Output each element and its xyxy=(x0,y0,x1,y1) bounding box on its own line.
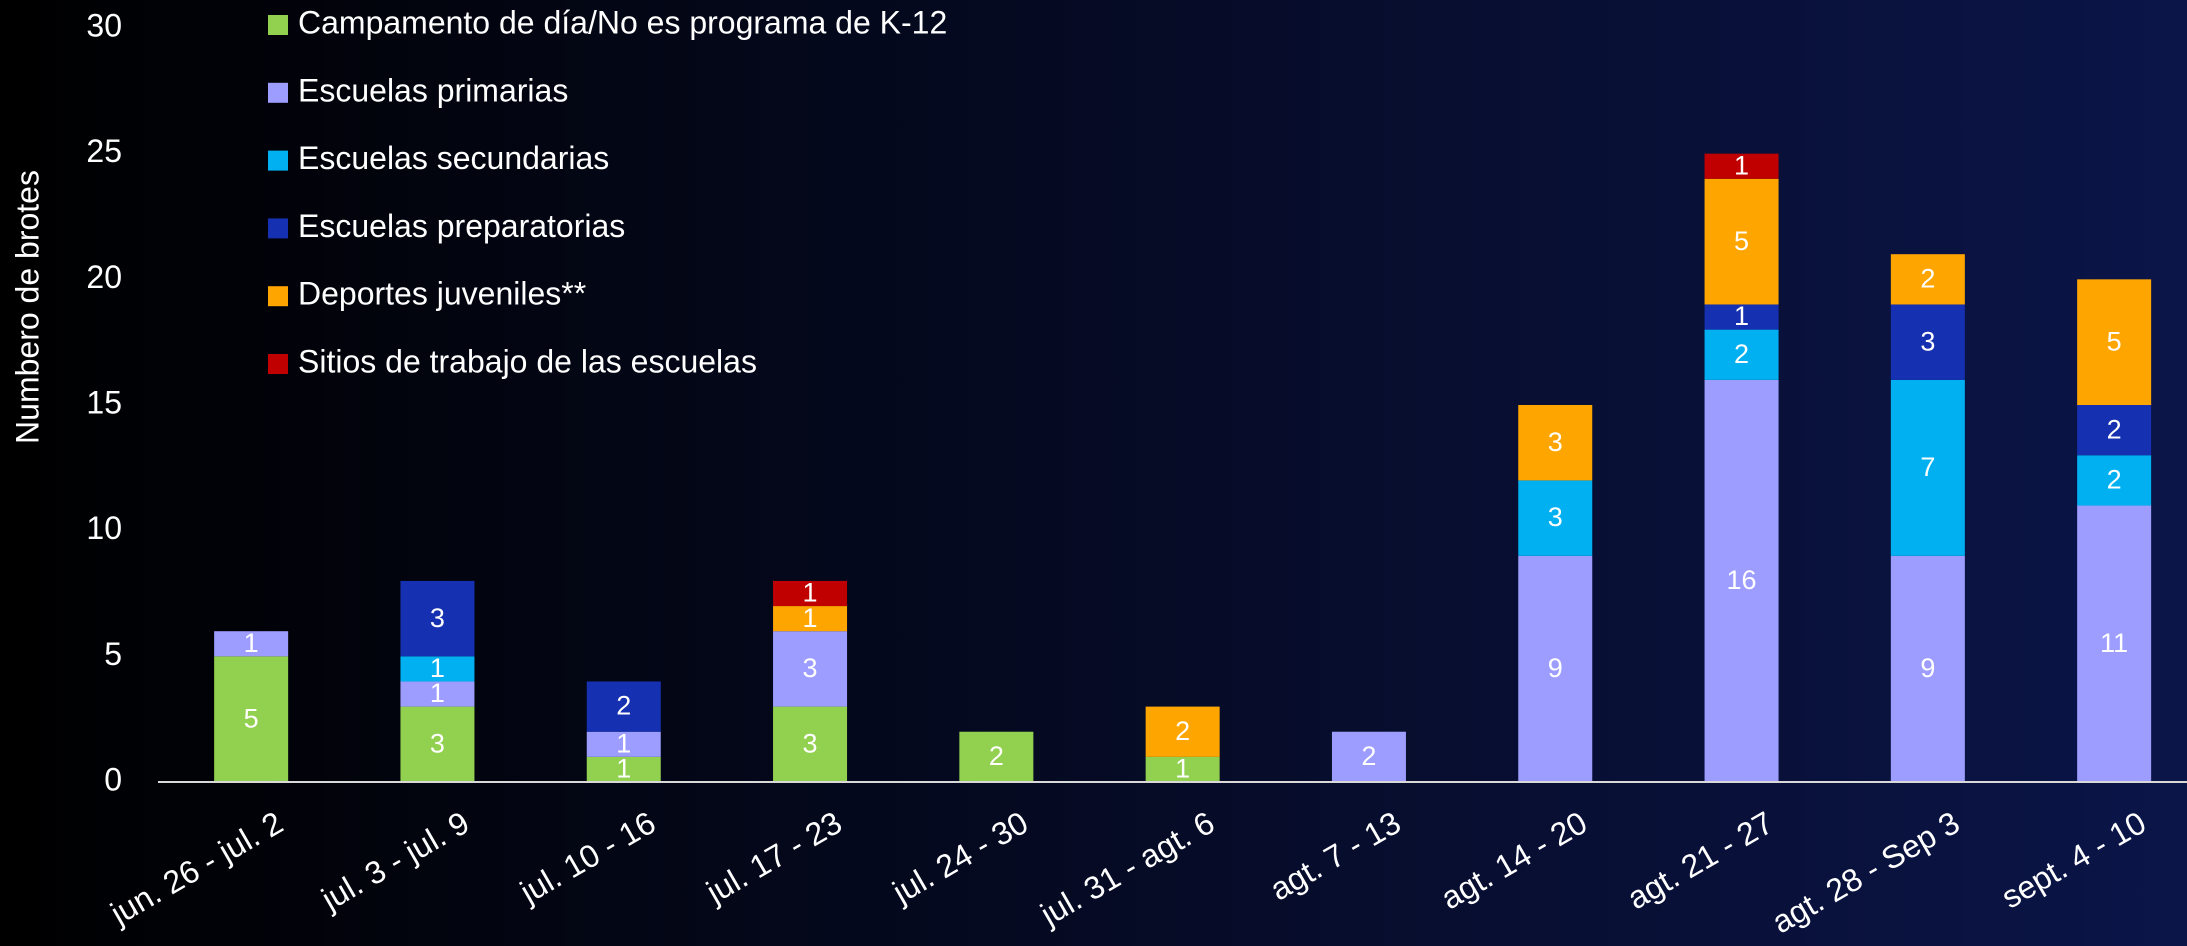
bar-segment xyxy=(1331,731,1406,782)
data-label: 2 xyxy=(1734,339,1749,369)
legend-swatch xyxy=(268,354,288,374)
bar-segment xyxy=(1704,304,1779,330)
data-label: 7 xyxy=(1920,452,1935,482)
bar-segment xyxy=(773,606,848,632)
legend-label: Escuelas preparatorias xyxy=(298,208,625,244)
bar-segment xyxy=(400,656,475,682)
data-label: 3 xyxy=(803,653,818,683)
y-tick-label: 5 xyxy=(104,636,122,672)
data-label: 9 xyxy=(1548,653,1563,683)
bar-segment xyxy=(214,656,289,782)
data-label: 1 xyxy=(1175,754,1190,784)
data-label: 5 xyxy=(244,703,259,733)
data-label: 1 xyxy=(430,653,445,683)
data-label: 3 xyxy=(803,728,818,758)
data-label: 2 xyxy=(2107,465,2122,495)
bar-segment xyxy=(400,580,475,657)
bar-segment xyxy=(586,756,661,782)
bar-segment xyxy=(1890,254,1965,305)
data-label: 1 xyxy=(1734,301,1749,331)
data-label: 3 xyxy=(1920,326,1935,356)
y-tick-label: 30 xyxy=(86,7,122,43)
data-label: 1 xyxy=(616,754,631,784)
y-tick-label: 20 xyxy=(86,259,122,295)
legend-swatch xyxy=(268,150,288,171)
data-label: 2 xyxy=(989,741,1004,771)
legend-swatch xyxy=(268,218,288,239)
data-label: 3 xyxy=(430,603,445,633)
bar-segment xyxy=(400,681,475,707)
legend-label: Sitios de trabajo de las escuelas xyxy=(298,343,757,379)
bar-segment xyxy=(1890,555,1965,782)
bar-segment xyxy=(2077,455,2152,506)
bar-segment xyxy=(1518,480,1593,556)
bar-segment xyxy=(773,631,848,707)
data-label: 1 xyxy=(430,678,445,708)
bar-segment xyxy=(773,580,848,607)
legend-label: Campamento de día/No es programa de K-12 xyxy=(298,4,947,40)
bar-segment xyxy=(214,631,289,657)
y-tick-label: 15 xyxy=(86,384,122,420)
bar-segment xyxy=(1704,329,1779,380)
bar-segment xyxy=(1704,178,1779,305)
y-axis-label: Numbero de brotes xyxy=(9,170,45,444)
bar-segment xyxy=(586,681,661,732)
y-tick-label: 25 xyxy=(86,133,122,169)
data-label: 1 xyxy=(244,628,259,658)
y-tick-label: 10 xyxy=(86,510,122,546)
bar-segment xyxy=(400,706,475,782)
data-label: 5 xyxy=(1734,226,1749,256)
bar-segment xyxy=(586,731,661,757)
data-label: 3 xyxy=(1548,427,1563,457)
legend-swatch xyxy=(268,15,288,35)
legend-swatch xyxy=(268,82,288,103)
data-label: 1 xyxy=(1734,150,1749,180)
bar-segment xyxy=(2077,405,2152,456)
data-label: 2 xyxy=(1920,263,1935,293)
bar-segment xyxy=(1890,379,1965,556)
data-label: 3 xyxy=(1548,502,1563,532)
data-label: 2 xyxy=(2107,414,2122,444)
data-label: 2 xyxy=(616,691,631,721)
legend-label: Escuelas primarias xyxy=(298,72,568,108)
legend-label: Deportes juveniles** xyxy=(298,276,586,312)
data-label: 16 xyxy=(1727,565,1757,595)
data-label: 5 xyxy=(2107,326,2122,356)
bar-segment xyxy=(1704,153,1779,179)
bar-segment xyxy=(1145,706,1220,757)
bar-segment xyxy=(1890,304,1965,380)
data-label: 3 xyxy=(430,728,445,758)
data-label: 2 xyxy=(1175,716,1190,746)
bar-segment xyxy=(1518,405,1593,481)
bar-segment xyxy=(1145,756,1220,782)
bar-segment xyxy=(959,731,1034,782)
data-label: 11 xyxy=(2100,628,2128,658)
bar-segment xyxy=(1704,379,1779,782)
data-label: 1 xyxy=(616,728,631,758)
data-label: 9 xyxy=(1920,653,1935,683)
legend-swatch xyxy=(268,286,288,307)
bar-segment xyxy=(1518,555,1593,782)
data-label: 1 xyxy=(803,578,818,608)
legend-label: Escuelas secundarias xyxy=(298,140,609,176)
bar-segment xyxy=(2077,279,2152,405)
bar-segment xyxy=(2077,505,2152,782)
bar-segment xyxy=(773,706,848,782)
data-label: 2 xyxy=(1361,741,1376,771)
data-label: 1 xyxy=(803,603,818,633)
y-tick-label: 0 xyxy=(104,761,122,797)
